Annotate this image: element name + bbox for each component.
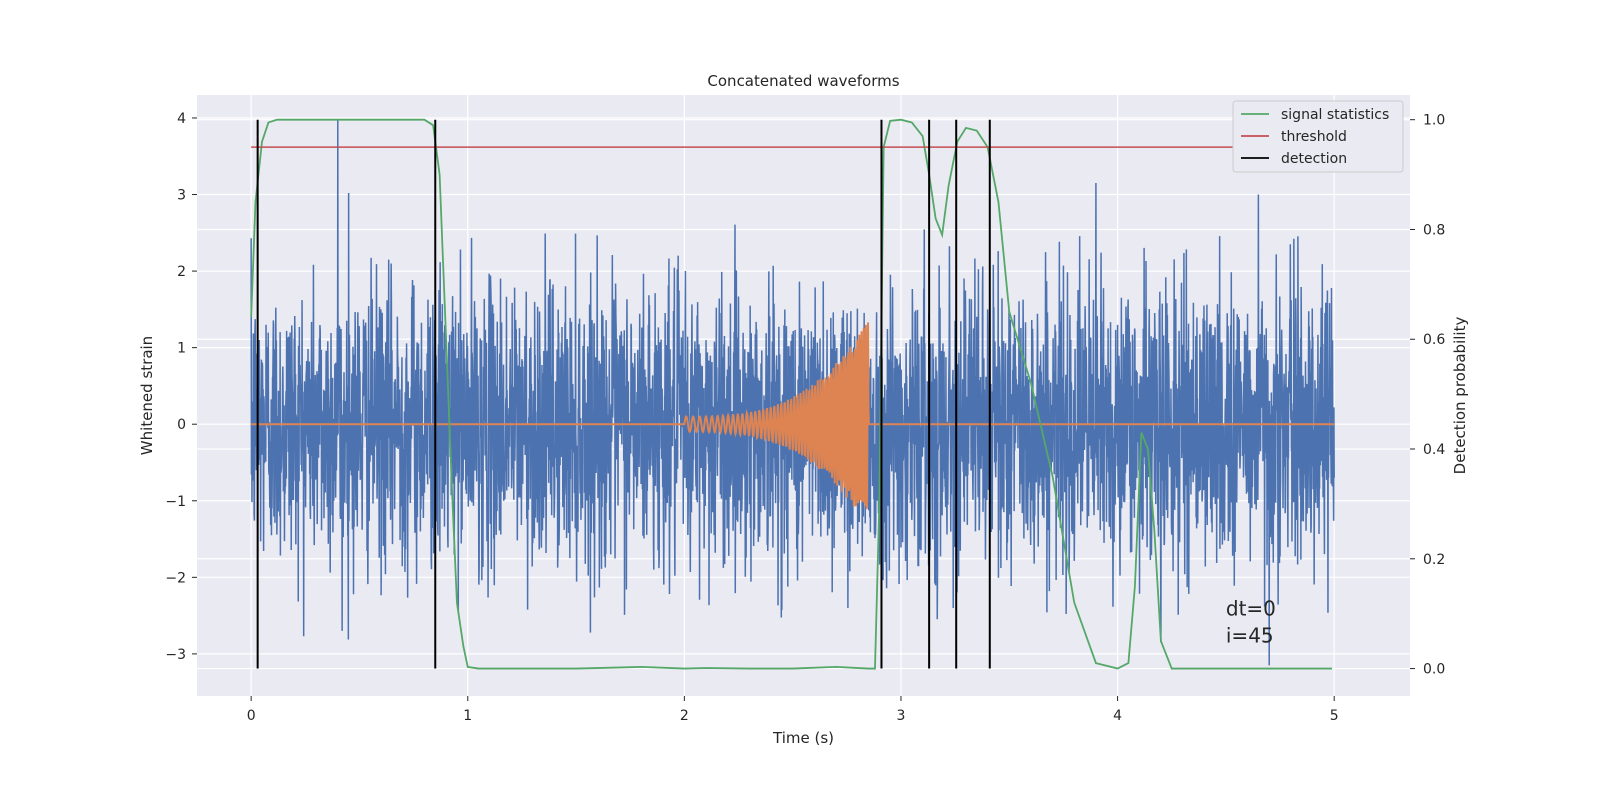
annotation-dt: dt=0 bbox=[1226, 597, 1276, 621]
legend-label-signal-statistics: signal statistics bbox=[1281, 107, 1389, 123]
y-right-tick-label: 0.0 bbox=[1423, 662, 1445, 678]
y-tick-label: 0 bbox=[177, 417, 186, 433]
y-right-tick-label: 0.8 bbox=[1423, 222, 1445, 238]
series-injected-waveform bbox=[251, 322, 1335, 510]
x-tick-label: 5 bbox=[1330, 708, 1339, 724]
y-tick-label: −3 bbox=[165, 647, 186, 663]
x-axis-label: Time (s) bbox=[772, 729, 834, 747]
y-tick-label: 1 bbox=[177, 341, 186, 357]
y-right-tick-label: 0.4 bbox=[1423, 442, 1445, 458]
annotations: dt=0 i=45 bbox=[1226, 597, 1276, 648]
legend-box bbox=[1232, 100, 1404, 173]
y-right-tick-label: 1.0 bbox=[1423, 113, 1445, 129]
legend-label-detection: detection bbox=[1281, 151, 1347, 167]
y-right-tick-label: 0.6 bbox=[1423, 332, 1445, 348]
annotation-i: i=45 bbox=[1226, 623, 1274, 647]
y-axis-label: Whitened strain bbox=[138, 336, 156, 455]
x-tick-label: 3 bbox=[897, 708, 906, 724]
legend: signal statistics threshold detection bbox=[1232, 100, 1404, 173]
y-axis-right-label: Detection probability bbox=[1451, 317, 1469, 475]
x-tick-label: 0 bbox=[247, 708, 256, 724]
series-signal-statistics bbox=[250, 118, 1333, 670]
axes-layer: 0 1 2 3 4 5 −3 −2 −1 0 1 2 3 4 0.0 0.2 0.4 0.6 0.8 1.0 bbox=[165, 111, 1445, 724]
y-tick-label: 2 bbox=[177, 264, 186, 280]
y-tick-label: −2 bbox=[165, 570, 186, 586]
y-tick-label: 4 bbox=[177, 111, 186, 127]
series-whitened-strain bbox=[250, 119, 1335, 666]
y-right-tick-label: 0.2 bbox=[1423, 552, 1445, 568]
x-tick-label: 1 bbox=[463, 708, 472, 724]
series-layer bbox=[250, 118, 1335, 670]
y-tick-label: 3 bbox=[177, 188, 186, 204]
legend-label-threshold: threshold bbox=[1281, 129, 1347, 145]
x-tick-label: 4 bbox=[1113, 708, 1122, 724]
chart-title: Concatenated waveforms bbox=[707, 72, 899, 90]
x-tick-label: 2 bbox=[680, 708, 689, 724]
y-tick-label: −1 bbox=[165, 494, 186, 510]
